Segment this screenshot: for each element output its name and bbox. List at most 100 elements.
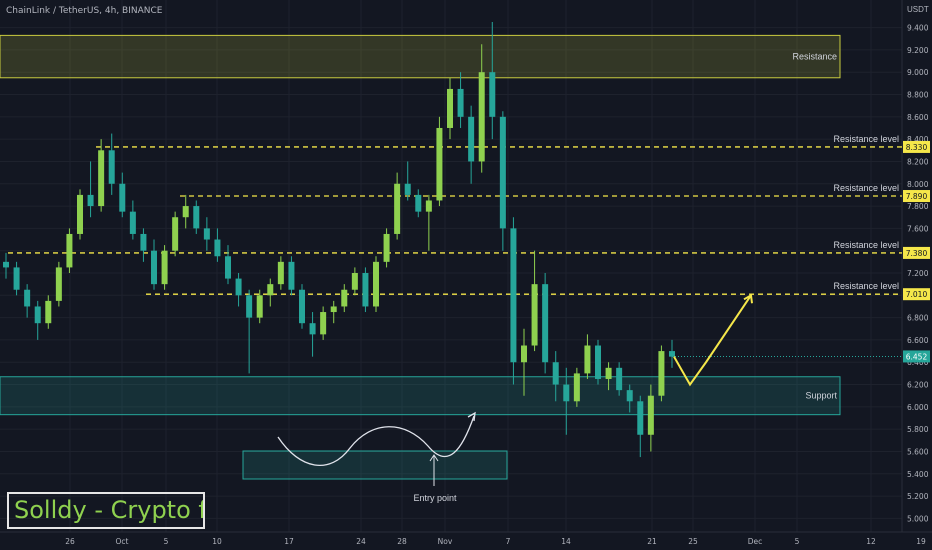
candle-body	[3, 261, 9, 268]
forecast-path	[673, 294, 752, 387]
level-price-value: 7.010	[906, 290, 928, 299]
candle-body	[510, 228, 517, 363]
candle-body	[351, 273, 358, 290]
y-tick-label: 5.800	[907, 425, 929, 434]
brand-watermark: Solldy - Crypto for U	[7, 492, 205, 529]
y-tick-label: 8.800	[907, 91, 929, 100]
candle-body	[256, 295, 263, 318]
candle-body	[66, 233, 73, 268]
x-tick-label: 7	[506, 537, 511, 546]
candle-body	[531, 284, 538, 346]
y-tick-label: 6.200	[907, 381, 929, 390]
candle-body	[447, 88, 453, 128]
x-tick-label: 10	[212, 537, 222, 546]
candle-body	[129, 211, 136, 234]
resistance-level-label: Resistance level	[833, 183, 899, 193]
candle-body	[235, 278, 242, 296]
candle-body	[341, 289, 348, 307]
candle-body	[182, 206, 189, 218]
candle-body	[394, 183, 401, 234]
y-tick-label: 5.000	[907, 514, 929, 523]
x-tick-label: 21	[647, 537, 657, 546]
y-tick-label: 8.000	[907, 180, 929, 189]
level-price-tag	[903, 140, 930, 153]
candle-body	[203, 228, 210, 240]
candle-body	[616, 367, 623, 391]
zone-label: Resistance	[792, 52, 837, 62]
wave-arrowhead	[467, 411, 476, 422]
y-tick-label: 5.400	[907, 470, 929, 479]
zone-box	[0, 34, 841, 79]
wave-curve	[277, 415, 475, 467]
candle-body	[13, 267, 20, 290]
y-tick-label: 7.200	[907, 269, 929, 278]
candle-body	[457, 88, 464, 117]
candle-body	[669, 351, 675, 357]
x-tick-label: 24	[356, 537, 366, 546]
candle-body	[521, 345, 527, 363]
candle-body	[140, 233, 147, 251]
x-tick-label: 5	[164, 537, 169, 546]
candle-body	[225, 256, 231, 279]
candle-body	[330, 306, 337, 313]
candle-body	[478, 72, 485, 162]
x-tick-label: 14	[561, 537, 571, 546]
y-tick-label: 5.200	[907, 492, 929, 501]
candle-body	[98, 150, 105, 207]
level-price-value: 7.890	[906, 192, 928, 201]
candle-body	[108, 150, 115, 184]
candle-body	[55, 267, 62, 301]
candle-body	[573, 373, 580, 402]
candle-body	[214, 239, 221, 257]
x-tick-label: Nov	[438, 537, 453, 546]
y-tick-label: 6.800	[907, 314, 929, 323]
entry-zone-box	[242, 450, 508, 480]
y-tick-label: 6.000	[907, 403, 929, 412]
forecast-arrowhead	[743, 293, 753, 304]
candle-body	[299, 289, 305, 324]
candle-body	[584, 345, 591, 374]
candle-body	[288, 261, 295, 290]
candle-body	[626, 390, 633, 402]
candle-body	[161, 250, 168, 285]
candle-body	[172, 217, 179, 251]
y-tick-label: 9.200	[907, 46, 929, 55]
x-tick-label: 12	[866, 537, 876, 546]
y-tick-label: 8.400	[907, 135, 929, 144]
candle-body	[489, 72, 496, 117]
candle-body	[277, 261, 284, 285]
last-price-tag	[903, 350, 930, 363]
y-tick-label: 6.400	[907, 358, 929, 367]
candle-body	[193, 206, 200, 229]
candle-body	[595, 345, 601, 379]
x-tick-label: Oct	[116, 537, 129, 546]
candle-body	[246, 295, 253, 318]
x-tick-label: 25	[688, 537, 698, 546]
candle-body	[267, 284, 274, 296]
x-tick-label: 17	[284, 537, 294, 546]
candle-body	[563, 384, 570, 402]
candle-body	[362, 273, 369, 307]
candle-body	[383, 233, 390, 262]
candle-body	[436, 127, 443, 201]
level-price-tag	[903, 190, 930, 203]
y-tick-label: 8.600	[907, 113, 929, 122]
candle-body	[34, 306, 41, 324]
candle-body	[415, 194, 422, 212]
candle-body	[637, 401, 644, 435]
y-tick-label: 7.800	[907, 202, 929, 211]
y-tick-label: 6.600	[907, 336, 929, 345]
last-price-value: 6.452	[906, 352, 928, 361]
candle-body	[373, 261, 379, 307]
x-tick-label: 28	[397, 537, 407, 546]
y-tick-label: 8.200	[907, 157, 929, 166]
level-price-value: 8.330	[906, 143, 928, 152]
level-price-tag	[903, 288, 930, 301]
resistance-level-label: Resistance level	[833, 281, 899, 291]
level-price-value: 7.380	[906, 249, 928, 258]
resistance-level-label: Resistance level	[833, 240, 899, 250]
candle-body	[605, 367, 612, 379]
zone-box	[0, 376, 841, 416]
x-tick-label: 5	[795, 537, 800, 546]
